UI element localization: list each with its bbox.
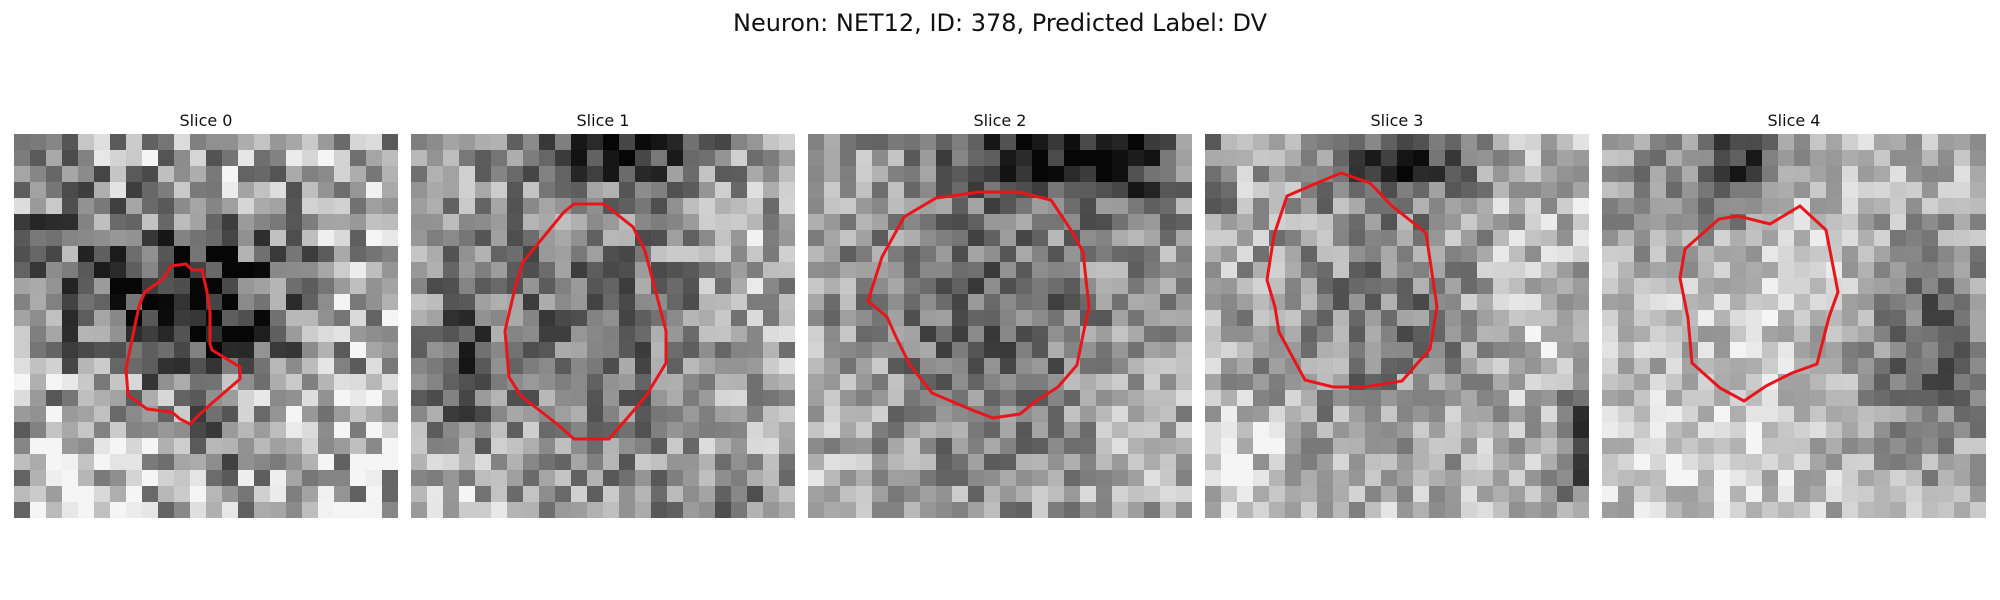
pixel-grid <box>1205 134 1589 518</box>
slice-panel-1: Slice 1 <box>411 108 795 518</box>
roi-contour <box>866 190 1091 420</box>
roi-contour <box>124 262 242 426</box>
roi-contour <box>1678 204 1840 403</box>
slice-title-0: Slice 0 <box>179 111 233 130</box>
slice-panel-3: Slice 3 <box>1205 108 1589 518</box>
pixel-grid <box>14 134 398 518</box>
roi-contour <box>503 202 668 441</box>
slice-panel-2: Slice 2 <box>808 108 1192 518</box>
slice-title-1: Slice 1 <box>576 111 630 130</box>
slice-image-1 <box>411 134 795 518</box>
slice-title-2: Slice 2 <box>973 111 1027 130</box>
slice-panel-0: Slice 0 <box>14 108 398 518</box>
roi-contour <box>1265 171 1439 389</box>
pixel-grid <box>1602 134 1986 518</box>
slice-title-4: Slice 4 <box>1767 111 1821 130</box>
figure-title: Neuron: NET12, ID: 378, Predicted Label:… <box>732 9 1268 37</box>
slice-image-2 <box>808 134 1192 518</box>
slice-image-4 <box>1602 134 1986 518</box>
slice-image-0 <box>14 134 398 518</box>
pixel-grid <box>808 134 1192 518</box>
slice-title-3: Slice 3 <box>1370 111 1424 130</box>
pixel-grid <box>411 134 795 518</box>
slice-image-3 <box>1205 134 1589 518</box>
slice-panel-4: Slice 4 <box>1602 108 1986 518</box>
